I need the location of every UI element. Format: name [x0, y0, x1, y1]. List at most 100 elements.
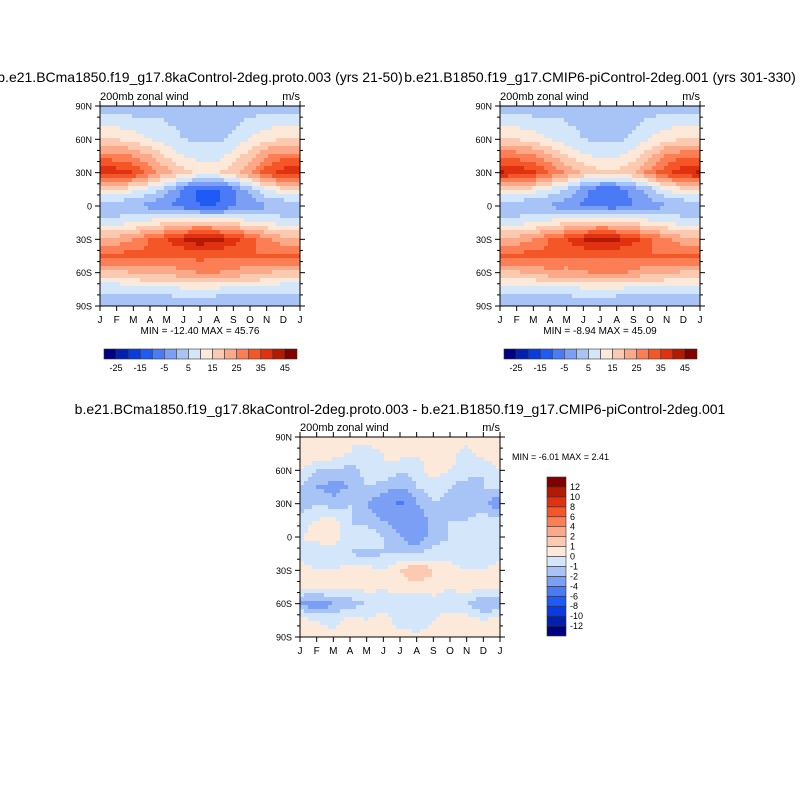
contour-cell [592, 206, 597, 211]
contour-cell [296, 170, 301, 175]
contour-cell [608, 242, 613, 247]
contour-cell [180, 222, 185, 227]
contour-cell [120, 170, 125, 175]
contour-cell [600, 294, 605, 299]
contour-cell [544, 126, 549, 131]
contour-cell [140, 298, 145, 303]
contour-cell [672, 218, 677, 223]
contour-cell [548, 162, 553, 167]
contour-cell [508, 142, 513, 147]
contour-cell [140, 166, 145, 171]
contour-cell [604, 190, 609, 195]
contour-cell [668, 210, 673, 215]
contour-cell [556, 118, 561, 123]
contour-cell [608, 294, 613, 299]
contour-cell [256, 210, 261, 215]
contour-cell [268, 150, 273, 155]
contour-cell [648, 202, 653, 207]
contour-cell [680, 122, 685, 127]
contour-cell [248, 226, 253, 231]
contour-cell [188, 222, 193, 227]
contour-cell [636, 202, 641, 207]
contour-cell [612, 198, 617, 203]
contour-cell [584, 262, 589, 267]
contour-cell [132, 106, 137, 111]
contour-cell [160, 138, 165, 143]
contour-cell [256, 238, 261, 243]
contour-cell [676, 238, 681, 243]
contour-cell [140, 302, 145, 307]
contour-cell [568, 194, 573, 199]
contour-cell [528, 258, 533, 263]
contour-cell [528, 130, 533, 135]
contour-cell [692, 162, 697, 167]
contour-cell [156, 182, 161, 187]
contour-cell [680, 186, 685, 191]
contour-cell [660, 154, 665, 159]
y-tick-label: 60S [76, 268, 92, 278]
contour-cell [520, 234, 525, 239]
contour-cell [272, 234, 277, 239]
contour-cell [672, 118, 677, 123]
contour-cell [104, 294, 109, 299]
contour-cell [540, 246, 545, 251]
contour-cell [252, 130, 257, 135]
contour-cell [124, 150, 129, 155]
contour-cell [228, 230, 233, 235]
contour-cell [268, 214, 273, 219]
contour-cell [596, 238, 601, 243]
contour-cell [596, 106, 601, 111]
contour-cell [180, 270, 185, 275]
contour-cell [500, 254, 505, 259]
contour-cell [500, 250, 505, 255]
contour-cell [628, 142, 633, 147]
contour-cell [576, 202, 581, 207]
contour-cell [628, 202, 633, 207]
contour-cell [688, 146, 693, 151]
contour-cell [108, 246, 113, 251]
contour-cell [644, 110, 649, 115]
contour-cell [520, 282, 525, 287]
contour-cell [516, 290, 521, 295]
contour-cell [564, 146, 569, 151]
contour-cell [520, 202, 525, 207]
contour-cell [656, 142, 661, 147]
contour-cell [220, 214, 225, 219]
contour-cell [200, 258, 205, 263]
contour-cell [516, 218, 521, 223]
contour-cell [512, 158, 517, 163]
contour-cell [500, 274, 505, 279]
contour-cell [584, 202, 589, 207]
contour-cell [640, 166, 645, 171]
contour-cell [244, 110, 249, 115]
contour-cell [268, 118, 273, 123]
contour-cell [276, 198, 281, 203]
contour-cell [104, 146, 109, 151]
contour-cell [244, 170, 249, 175]
contour-cell [204, 194, 209, 199]
contour-cell [144, 278, 149, 283]
contour-cell [284, 274, 289, 279]
contour-cell [128, 174, 133, 179]
contour-cell [572, 286, 577, 291]
contour-cell [676, 118, 681, 123]
contour-cell [644, 274, 649, 279]
contour-cell [204, 270, 209, 275]
contour-cell [640, 106, 645, 111]
contour-cell [200, 190, 205, 195]
contour-cell [216, 206, 221, 211]
contour-cell [208, 182, 213, 187]
contour-cell [288, 226, 293, 231]
contour-cell [148, 206, 153, 211]
contour-cell [632, 234, 637, 239]
contour-cell [236, 234, 241, 239]
contour-cell [224, 282, 229, 287]
contour-cell [664, 122, 669, 127]
contour-cell [196, 202, 201, 207]
contour-cell [100, 226, 105, 231]
contour-cell [240, 138, 245, 143]
contour-cell [148, 298, 153, 303]
contour-cell [164, 266, 169, 271]
contour-cell [100, 122, 105, 127]
contour-cell [536, 254, 541, 259]
